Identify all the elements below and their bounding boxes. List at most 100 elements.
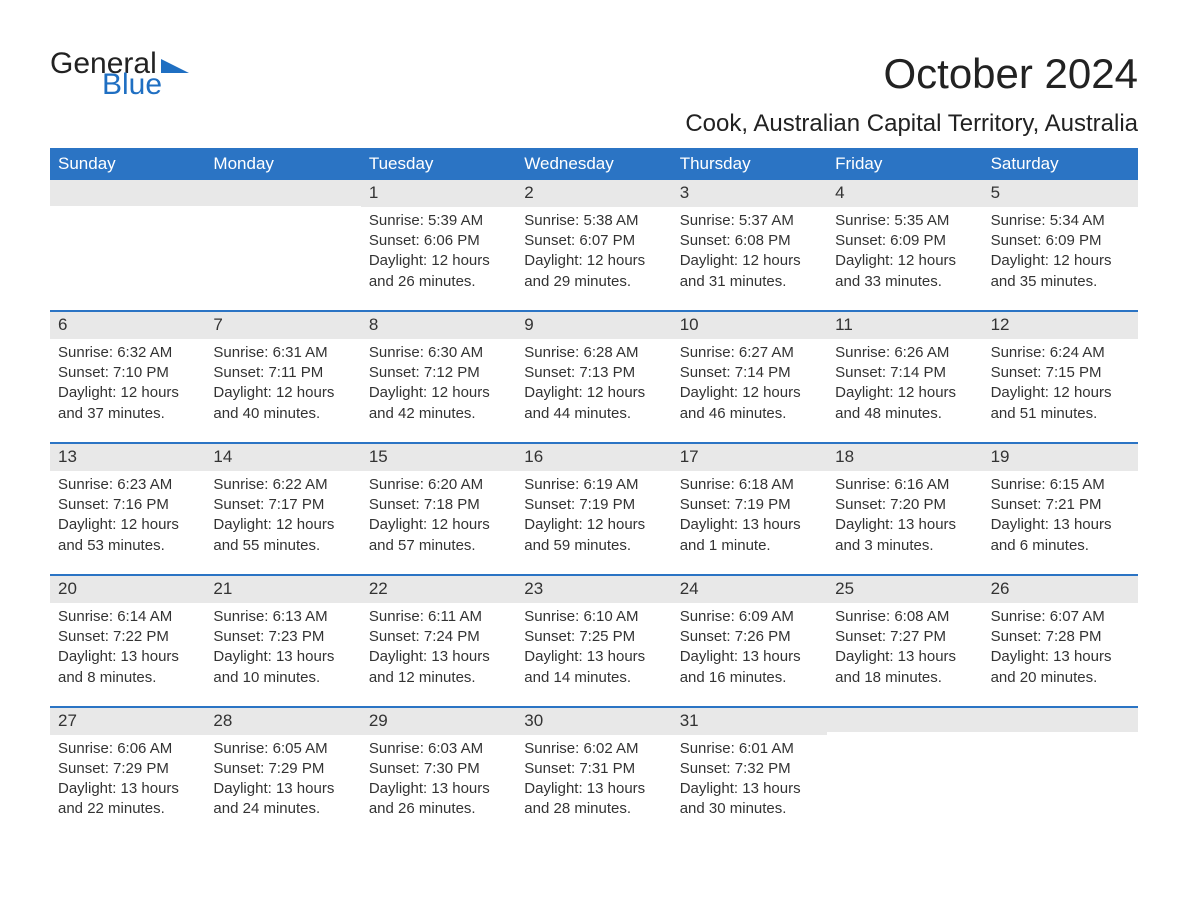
daylight2-text: and 12 minutes. (369, 668, 508, 688)
sunrise-text: Sunrise: 5:38 AM (524, 211, 663, 231)
page-title: October 2024 (883, 50, 1138, 98)
day-cell: 2Sunrise: 5:38 AMSunset: 6:07 PMDaylight… (516, 180, 671, 310)
daylight2-text: and 24 minutes. (213, 799, 352, 819)
day-number: 23 (516, 574, 671, 603)
sunrise-text: Sunrise: 6:32 AM (58, 343, 197, 363)
daylight2-text: and 46 minutes. (680, 404, 819, 424)
location-subtitle: Cook, Australian Capital Territory, Aust… (50, 110, 1138, 138)
daylight1-text: Daylight: 12 hours (213, 515, 352, 535)
daylight2-text: and 42 minutes. (369, 404, 508, 424)
daylight2-text: and 18 minutes. (835, 668, 974, 688)
sunrise-text: Sunrise: 5:37 AM (680, 211, 819, 231)
day-cell: 23Sunrise: 6:10 AMSunset: 7:25 PMDayligh… (516, 574, 671, 706)
daylight2-text: and 26 minutes. (369, 272, 508, 292)
sunset-text: Sunset: 6:08 PM (680, 231, 819, 251)
day-header: Monday (205, 148, 360, 180)
daylight2-text: and 40 minutes. (213, 404, 352, 424)
sunrise-text: Sunrise: 6:30 AM (369, 343, 508, 363)
day-header: Wednesday (516, 148, 671, 180)
daylight1-text: Daylight: 12 hours (369, 251, 508, 271)
daylight1-text: Daylight: 12 hours (58, 515, 197, 535)
daylight1-text: Daylight: 13 hours (680, 779, 819, 799)
day-cell: 15Sunrise: 6:20 AMSunset: 7:18 PMDayligh… (361, 442, 516, 574)
daylight2-text: and 14 minutes. (524, 668, 663, 688)
day-cell: 7Sunrise: 6:31 AMSunset: 7:11 PMDaylight… (205, 310, 360, 442)
day-number: 30 (516, 706, 671, 735)
sunrise-text: Sunrise: 6:01 AM (680, 739, 819, 759)
sunset-text: Sunset: 7:19 PM (680, 495, 819, 515)
day-number: 22 (361, 574, 516, 603)
daylight1-text: Daylight: 13 hours (680, 515, 819, 535)
day-number: 10 (672, 310, 827, 339)
sunrise-text: Sunrise: 6:13 AM (213, 607, 352, 627)
sunset-text: Sunset: 6:09 PM (991, 231, 1130, 251)
daylight1-text: Daylight: 12 hours (369, 515, 508, 535)
daylight1-text: Daylight: 12 hours (991, 251, 1130, 271)
sunset-text: Sunset: 7:14 PM (680, 363, 819, 383)
sunset-text: Sunset: 6:09 PM (835, 231, 974, 251)
sunrise-text: Sunrise: 6:07 AM (991, 607, 1130, 627)
day-cell: 20Sunrise: 6:14 AMSunset: 7:22 PMDayligh… (50, 574, 205, 706)
day-number: 13 (50, 442, 205, 471)
sunset-text: Sunset: 6:07 PM (524, 231, 663, 251)
sunrise-text: Sunrise: 6:02 AM (524, 739, 663, 759)
day-number: 2 (516, 180, 671, 207)
day-cell: 19Sunrise: 6:15 AMSunset: 7:21 PMDayligh… (983, 442, 1138, 574)
daylight2-text: and 29 minutes. (524, 272, 663, 292)
daylight2-text: and 16 minutes. (680, 668, 819, 688)
sunset-text: Sunset: 7:14 PM (835, 363, 974, 383)
sunset-text: Sunset: 7:13 PM (524, 363, 663, 383)
sunset-text: Sunset: 7:25 PM (524, 627, 663, 647)
sunrise-text: Sunrise: 6:22 AM (213, 475, 352, 495)
day-cell: 25Sunrise: 6:08 AMSunset: 7:27 PMDayligh… (827, 574, 982, 706)
day-number: 16 (516, 442, 671, 471)
daylight2-text: and 3 minutes. (835, 536, 974, 556)
daylight1-text: Daylight: 13 hours (835, 515, 974, 535)
daylight1-text: Daylight: 12 hours (991, 383, 1130, 403)
day-cell: 16Sunrise: 6:19 AMSunset: 7:19 PMDayligh… (516, 442, 671, 574)
daylight2-text: and 53 minutes. (58, 536, 197, 556)
daylight1-text: Daylight: 12 hours (213, 383, 352, 403)
sunset-text: Sunset: 7:28 PM (991, 627, 1130, 647)
daylight1-text: Daylight: 13 hours (369, 779, 508, 799)
daylight2-text: and 26 minutes. (369, 799, 508, 819)
day-number: 5 (983, 180, 1138, 207)
daylight1-text: Daylight: 12 hours (58, 383, 197, 403)
sunset-text: Sunset: 6:06 PM (369, 231, 508, 251)
day-number: 20 (50, 574, 205, 603)
day-cell: 21Sunrise: 6:13 AMSunset: 7:23 PMDayligh… (205, 574, 360, 706)
daylight1-text: Daylight: 13 hours (524, 647, 663, 667)
sunrise-text: Sunrise: 6:06 AM (58, 739, 197, 759)
daylight2-text: and 44 minutes. (524, 404, 663, 424)
daylight2-text: and 6 minutes. (991, 536, 1130, 556)
sunrise-text: Sunrise: 6:15 AM (991, 475, 1130, 495)
day-number: 27 (50, 706, 205, 735)
sunrise-text: Sunrise: 6:23 AM (58, 475, 197, 495)
sunrise-text: Sunrise: 6:24 AM (991, 343, 1130, 363)
day-number (205, 180, 360, 206)
day-number: 31 (672, 706, 827, 735)
day-header: Thursday (672, 148, 827, 180)
daylight2-text: and 20 minutes. (991, 668, 1130, 688)
day-number: 29 (361, 706, 516, 735)
sunrise-text: Sunrise: 5:39 AM (369, 211, 508, 231)
sunset-text: Sunset: 7:27 PM (835, 627, 974, 647)
sunset-text: Sunset: 7:29 PM (213, 759, 352, 779)
daylight2-text: and 57 minutes. (369, 536, 508, 556)
sunrise-text: Sunrise: 5:34 AM (991, 211, 1130, 231)
day-cell: 14Sunrise: 6:22 AMSunset: 7:17 PMDayligh… (205, 442, 360, 574)
day-number: 28 (205, 706, 360, 735)
sunrise-text: Sunrise: 6:05 AM (213, 739, 352, 759)
sunset-text: Sunset: 7:26 PM (680, 627, 819, 647)
calendar-grid: SundayMondayTuesdayWednesdayThursdayFrid… (50, 148, 1138, 838)
daylight1-text: Daylight: 12 hours (369, 383, 508, 403)
daylight2-text: and 35 minutes. (991, 272, 1130, 292)
sunrise-text: Sunrise: 6:11 AM (369, 607, 508, 627)
daylight2-text: and 22 minutes. (58, 799, 197, 819)
day-header: Friday (827, 148, 982, 180)
daylight2-text: and 1 minute. (680, 536, 819, 556)
sunrise-text: Sunrise: 6:16 AM (835, 475, 974, 495)
day-number: 17 (672, 442, 827, 471)
sunrise-text: Sunrise: 5:35 AM (835, 211, 974, 231)
daylight2-text: and 37 minutes. (58, 404, 197, 424)
